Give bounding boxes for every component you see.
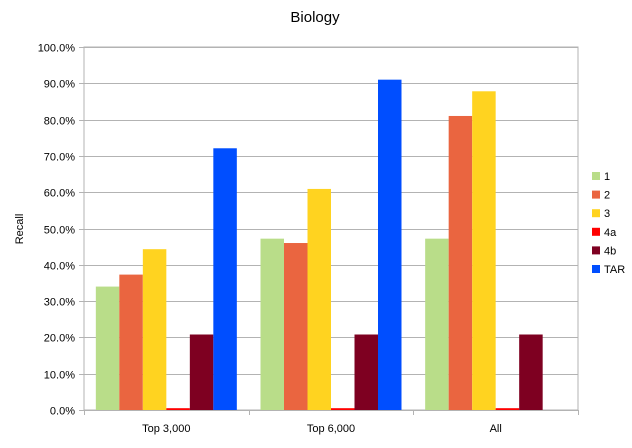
bar-1-2 bbox=[425, 238, 449, 410]
y-axis-label: Recall bbox=[14, 214, 26, 245]
legend-label-3: 3 bbox=[604, 208, 610, 220]
bar-4b-1 bbox=[354, 334, 378, 410]
bar-4a-0 bbox=[166, 408, 190, 410]
y-tick-label: 80.0% bbox=[44, 116, 75, 128]
chart-title: Biology bbox=[290, 9, 340, 26]
y-tick-label: 20.0% bbox=[44, 333, 75, 345]
bar-4b-2 bbox=[519, 334, 543, 410]
y-tick-label: 100.0% bbox=[38, 43, 76, 55]
legend-label-tar: TAR bbox=[604, 264, 625, 276]
y-tick-label: 50.0% bbox=[44, 225, 75, 237]
bar-4b-0 bbox=[189, 334, 214, 410]
bar-1-1 bbox=[260, 238, 284, 410]
bar-tar-0 bbox=[213, 148, 237, 410]
y-tick-label: 40.0% bbox=[44, 261, 75, 273]
legend-label-4a: 4a bbox=[604, 227, 617, 239]
bar-tar-1 bbox=[378, 79, 402, 411]
bar-3-1 bbox=[307, 188, 331, 410]
x-tick-label: Top 3,000 bbox=[142, 423, 190, 435]
legend-swatch-4b bbox=[592, 246, 600, 255]
y-tick-label: 60.0% bbox=[44, 188, 75, 200]
bar-4a-2 bbox=[495, 408, 520, 410]
bar-2-2 bbox=[448, 115, 473, 410]
legend-label-4b: 4b bbox=[604, 245, 616, 257]
y-tick-label: 30.0% bbox=[44, 297, 75, 309]
bar-2-1 bbox=[284, 243, 308, 410]
legend-swatch-1 bbox=[592, 172, 600, 180]
y-tick-label: 70.0% bbox=[44, 152, 75, 164]
legend-label-2: 2 bbox=[604, 190, 610, 202]
x-tick-label: All bbox=[490, 423, 502, 435]
plot-area: 0.0% 10.0% 20.0% 30.0% 40.0% 50.0% 60.0% 70.0% 8… bbox=[38, 43, 579, 435]
legend-swatch-3 bbox=[592, 209, 600, 218]
legend-swatch-tar bbox=[592, 265, 600, 273]
legend-label-1: 1 bbox=[604, 171, 610, 183]
bar-2-0 bbox=[119, 274, 143, 410]
bar-1-0 bbox=[95, 286, 120, 410]
legend-swatch-2 bbox=[592, 190, 600, 199]
y-tick-label: 0.0% bbox=[50, 406, 75, 418]
y-tick-label: 10.0% bbox=[44, 370, 75, 382]
legend-swatch-4a bbox=[592, 227, 600, 236]
legend: 1 2 3 4a 4b TAR bbox=[592, 171, 625, 276]
bar-3-0 bbox=[142, 249, 167, 410]
x-tick-label: Top 6,000 bbox=[307, 423, 355, 435]
y-tick-label: 90.0% bbox=[44, 79, 75, 91]
bar-3-2 bbox=[472, 91, 496, 410]
bar-4a-1 bbox=[331, 408, 355, 410]
